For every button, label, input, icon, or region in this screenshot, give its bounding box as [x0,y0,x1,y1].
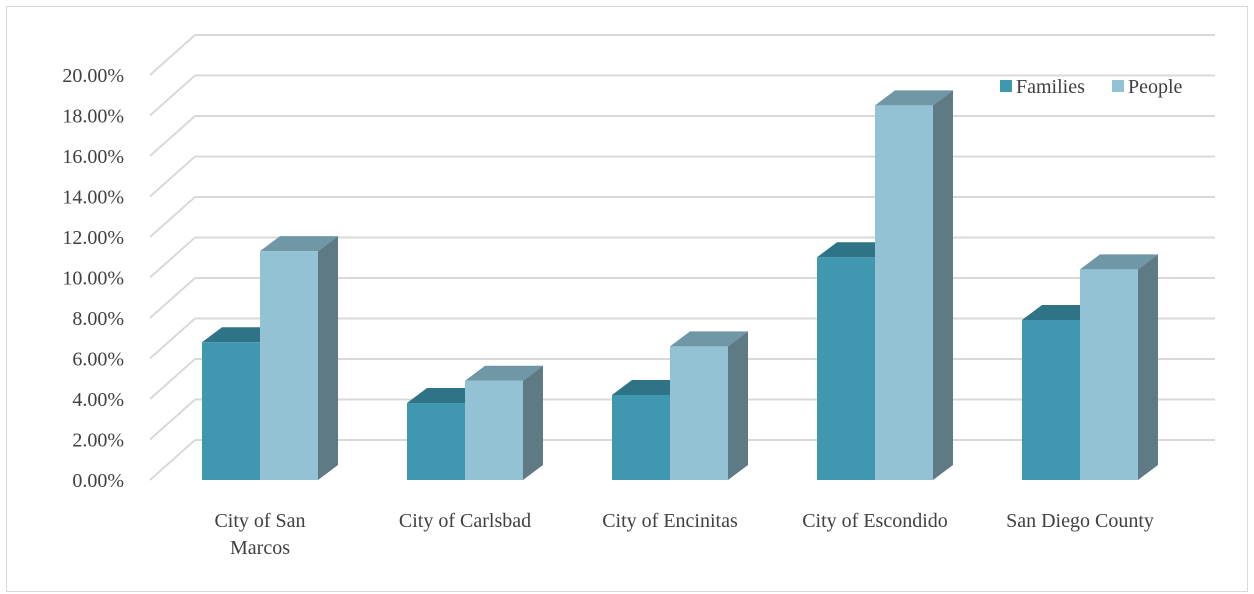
legend-label-people: People [1128,76,1183,98]
bar-top [260,236,338,252]
legend-swatch-people [1112,80,1124,92]
bars [202,90,1158,480]
y-tick-label: 10.00% [62,268,124,290]
y-tick-label: 18.00% [62,106,124,128]
bar-front [465,380,523,480]
gridline-depth [149,115,196,157]
category-label: City of Escondido [802,510,948,532]
bar-side [318,236,338,480]
bar-side [523,365,543,480]
gridline-depth [149,236,196,279]
x-axis-categories: City of San Marcos City of Carlsbad City of… [214,510,1153,559]
y-tick-label: 14.00% [62,187,124,209]
bar-top [670,331,748,347]
y-tick-label: 8.00% [72,308,124,330]
gridline-depth [149,398,196,441]
gridline-depth [149,317,196,360]
category-label: Marcos [230,537,290,559]
gridline-depth [149,74,196,117]
bar-front [407,403,465,480]
gridline-depth [149,34,196,76]
bar-front [670,346,728,480]
y-tick-label: 12.00% [62,227,124,249]
gridline-depth [149,358,196,400]
y-tick-label: 16.00% [62,146,124,168]
category-label: San Diego County [1006,510,1154,532]
y-axis-ticks: 0.00% 2.00% 4.00% 6.00% 8.00% 10.00% 12.00% 14.… [62,65,124,492]
gridline-depth [149,155,196,198]
y-tick-label: 2.00% [72,430,124,452]
bar-front [817,257,875,480]
bar-people [1080,254,1158,480]
bar-people [670,331,748,480]
y-tick-label: 0.00% [72,470,124,492]
y-tick-label: 6.00% [72,349,124,371]
bar-side [728,331,748,480]
gridline-depth [149,196,196,238]
legend-label-families: Families [1016,76,1085,98]
bar-front [202,342,260,480]
bar-side [1138,254,1158,480]
bar-people [260,236,338,480]
bar-side [933,90,953,480]
bar-front [1022,320,1080,480]
category-label: City of Carlsbad [399,510,531,532]
bar-people [465,365,543,480]
legend-swatch-families [1000,80,1012,92]
chart-frame [6,6,1248,592]
bar-top [465,365,543,381]
bar-top [875,90,953,106]
bar-front [260,251,318,480]
y-tick-label: 20.00% [62,65,124,87]
y-tick-label: 4.00% [72,389,124,411]
bar-front [875,105,933,480]
gridline-depth [149,439,196,481]
legend: Families People [1000,76,1183,98]
bar-front [612,394,670,480]
gridline-depth [149,277,196,319]
category-label: City of Encinitas [602,510,738,532]
bar-top [1080,254,1158,270]
category-label: City of San [214,510,305,532]
bar-front [1080,269,1138,480]
bar-people [875,90,953,480]
